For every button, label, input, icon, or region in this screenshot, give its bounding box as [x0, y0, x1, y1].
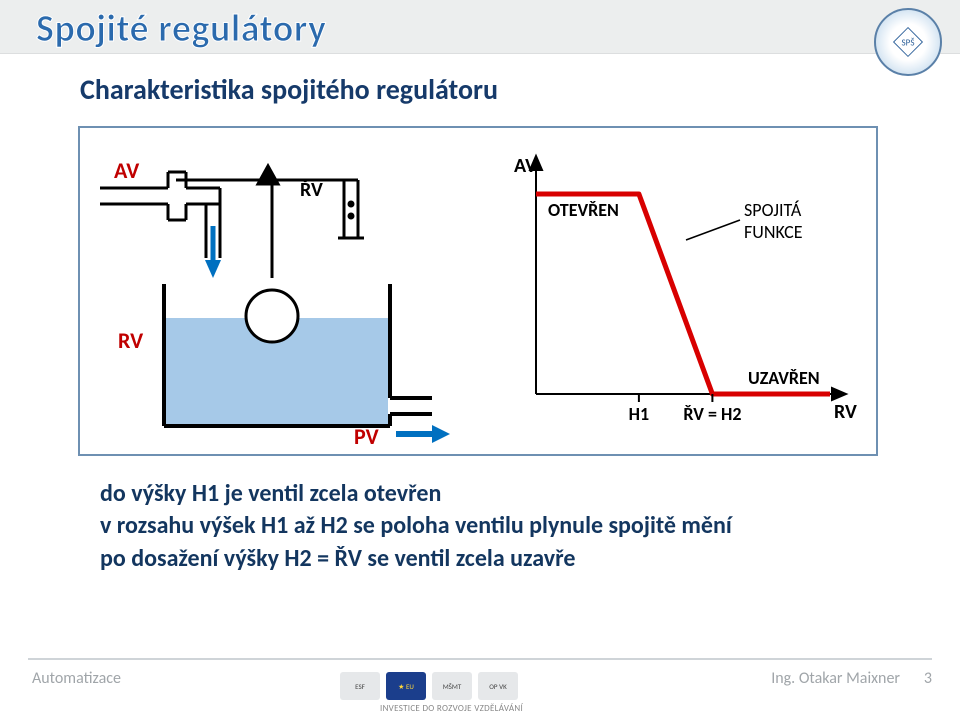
tank-schematic: AV ŘV	[90, 138, 470, 448]
footer-left: Automatizace	[32, 669, 121, 688]
label-pv: PV	[354, 423, 379, 448]
svg-text:H1: H1	[629, 403, 649, 425]
desc-line-2: v rozsahu výšek H1 až H2 se poloha venti…	[100, 510, 732, 542]
footer-logo-strip: ESF ★ EU MŠMT OP VK	[340, 672, 518, 700]
chart-side-label-2: FUNKCE	[744, 221, 803, 243]
footer-subtext: INVESTICE DO ROZVOJE VZDĚLÁVÁNÍ	[380, 703, 523, 714]
chart-xticklabels: H1 ŘV = H2	[629, 403, 742, 425]
diagram-container: AV ŘV	[78, 126, 878, 456]
footer-page: 3	[924, 669, 932, 688]
desc-line-3: po dosažení výšky H2 = ŘV se ventil zcel…	[100, 543, 732, 575]
float-icon	[246, 290, 298, 342]
chart-xlabel: RV	[834, 400, 857, 424]
footer-right: Ing. Otakar Maixner	[771, 669, 900, 688]
description-block: do výšky H1 je ventil zcela otevřen v ro…	[100, 478, 732, 575]
chart-xticks	[639, 394, 713, 402]
chart-ylabel: AV	[514, 154, 537, 178]
chart-state-open: OTEVŘEN	[548, 199, 619, 221]
label-rv: RV	[118, 327, 143, 354]
svg-text:ŘV = H2: ŘV = H2	[683, 403, 741, 425]
logo-eu-icon: ★ EU	[386, 672, 426, 700]
chart-side-label-1: SPOJITÁ	[744, 199, 802, 221]
logo-text-icon: SPŠ	[902, 38, 915, 49]
desc-line-1: do výšky H1 je ventil zcela otevřen	[100, 478, 732, 510]
logo-opvk-icon: OP VK	[478, 672, 518, 700]
slide-subtitle: Charakteristika spojitého regulátoru	[80, 72, 498, 107]
school-logo: SPŠ	[874, 8, 942, 76]
outflow-arrow-icon	[396, 425, 450, 443]
footer-divider	[28, 658, 932, 660]
label-rv-hat: ŘV	[300, 178, 323, 202]
label-av: AV	[114, 157, 139, 184]
logo-msmt-icon: MŠMT	[432, 672, 472, 700]
logo-esf-icon: ESF	[340, 672, 380, 700]
slide-title: Spojité regulátory	[36, 6, 327, 52]
characteristic-chart: AV RV H1ŘV = H2 OTEVŘEN UZAVŘEN SPOJITÁ …	[500, 144, 860, 444]
chart-state-closed: UZAVŘEN	[748, 367, 820, 389]
